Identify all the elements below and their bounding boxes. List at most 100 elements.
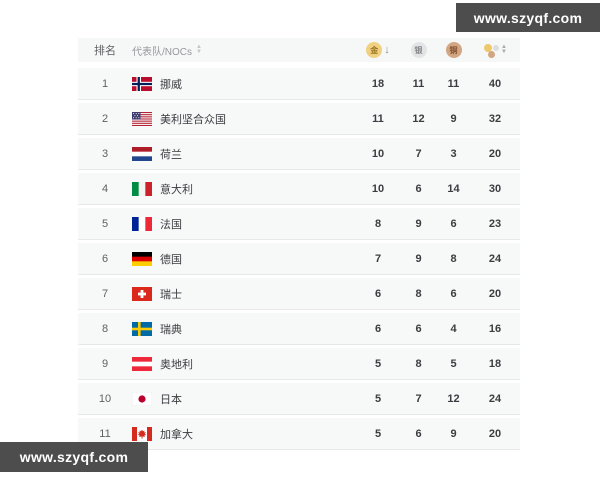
silver-count: 9 (415, 217, 422, 230)
bronze-medal-icon: 铜 (445, 42, 462, 58)
bronze-count: 4 (450, 322, 457, 335)
rank-value: 2 (101, 112, 109, 125)
table-row[interactable]: 8 瑞典 6 6 4 16 (78, 313, 520, 345)
rank-value: 11 (99, 427, 111, 440)
gold-count: 5 (374, 357, 382, 370)
bronze-count: 5 (450, 357, 457, 370)
silver-count: 12 (412, 112, 425, 125)
country-flag-icon (132, 426, 152, 441)
total-count: 20 (488, 287, 502, 300)
country-flag-icon (132, 146, 152, 161)
table-row[interactable]: 1 挪威 18 11 11 40 (78, 68, 520, 100)
total-column-header[interactable]: ▲ ▼ (470, 42, 520, 58)
bronze-count: 11 (447, 77, 460, 90)
bronze-count: 6 (450, 287, 457, 300)
total-count: 24 (488, 252, 502, 265)
country-name: 奥地利 (160, 358, 193, 371)
gold-count: 7 (374, 252, 382, 265)
silver-count: 9 (415, 252, 422, 265)
gold-count: 5 (374, 392, 382, 405)
bronze-count: 9 (450, 112, 457, 125)
total-count: 40 (488, 77, 502, 90)
silver-count: 8 (415, 287, 422, 300)
table-row[interactable]: 11 加拿大 5 6 9 20 (78, 418, 520, 450)
gold-count: 10 (371, 182, 385, 195)
team-cell: 奥地利 (132, 356, 356, 372)
table-row[interactable]: 9 奥地利 5 8 5 18 (78, 348, 520, 380)
country-name: 意大利 (160, 183, 193, 196)
rank-value: 4 (101, 182, 109, 195)
gold-count: 10 (371, 147, 385, 160)
gold-count: 6 (374, 287, 382, 300)
medal-standings-table: 排名 代表队/NOCs ▲ ▼ 金 ↓ 银 铜 ▲ ▼ 1 挪威 18 11 (78, 38, 520, 453)
team-cell: 加拿大 (132, 426, 356, 442)
watermark-top: www.szyqf.com (456, 3, 600, 32)
bronze-count: 6 (450, 217, 457, 230)
gold-count: 6 (374, 322, 382, 335)
total-count: 16 (488, 322, 502, 335)
rank-column-header: 排名 (94, 45, 116, 57)
total-sort-icon[interactable]: ▲ ▼ (501, 44, 507, 55)
rank-value: 9 (101, 357, 109, 370)
team-cell: 法国 (132, 216, 356, 232)
rank-value: 10 (98, 392, 112, 405)
country-flag-icon (132, 111, 152, 126)
country-flag-icon (132, 76, 152, 91)
total-count: 30 (488, 182, 502, 195)
country-flag-icon (132, 321, 152, 336)
team-cell: 德国 (132, 251, 356, 267)
country-name: 日本 (160, 393, 182, 406)
country-name: 挪威 (160, 78, 182, 91)
watermark-bottom: www.szyqf.com (0, 442, 148, 472)
table-row[interactable]: 2 美利坚合众国 11 12 9 32 (78, 103, 520, 135)
bronze-count: 8 (450, 252, 457, 265)
bronze-count: 12 (447, 392, 460, 405)
rank-value: 8 (101, 322, 109, 335)
rank-value: 1 (101, 77, 109, 90)
team-cell: 瑞典 (132, 321, 356, 337)
silver-count: 11 (412, 77, 425, 90)
gold-column-header[interactable]: 金 ↓ (356, 42, 400, 58)
team-cell: 美利坚合众国 (132, 111, 356, 127)
table-row[interactable]: 3 荷兰 10 7 3 20 (78, 138, 520, 170)
bronze-count: 9 (450, 427, 457, 440)
total-count: 20 (488, 427, 502, 440)
gold-count: 5 (374, 427, 382, 440)
total-count: 23 (488, 217, 502, 230)
total-count: 18 (488, 357, 502, 370)
total-count: 24 (488, 392, 502, 405)
bronze-column-header[interactable]: 铜 (437, 42, 470, 58)
total-medals-icon (483, 42, 500, 58)
team-column-header[interactable]: 代表队/NOCs ▲ ▼ (132, 43, 356, 58)
table-header-row: 排名 代表队/NOCs ▲ ▼ 金 ↓ 银 铜 ▲ ▼ (78, 38, 520, 62)
silver-column-header[interactable]: 银 (400, 42, 437, 58)
team-sort-icon[interactable]: ▲ ▼ (196, 44, 202, 55)
country-name: 德国 (160, 253, 182, 266)
table-row[interactable]: 7 瑞士 6 8 6 20 (78, 278, 520, 310)
silver-count: 7 (415, 147, 422, 160)
total-count: 20 (488, 147, 502, 160)
country-flag-icon (132, 251, 152, 266)
table-row[interactable]: 4 意大利 10 6 14 30 (78, 173, 520, 205)
gold-count: 8 (374, 217, 382, 230)
silver-count: 6 (415, 182, 422, 195)
total-count: 32 (488, 112, 502, 125)
table-row[interactable]: 5 法国 8 9 6 23 (78, 208, 520, 240)
team-cell: 日本 (132, 391, 356, 407)
country-name: 瑞典 (160, 323, 182, 336)
table-body: 1 挪威 18 11 11 40 2 美利坚合众国 11 12 9 32 3 荷… (78, 68, 520, 450)
silver-count: 6 (415, 427, 422, 440)
gold-count: 18 (371, 77, 385, 90)
rank-value: 7 (101, 287, 109, 300)
country-flag-icon (132, 391, 152, 406)
team-column-label: 代表队/NOCs (132, 46, 192, 58)
table-row[interactable]: 10 日本 5 7 12 24 (78, 383, 520, 415)
team-cell: 意大利 (132, 181, 356, 197)
gold-sort-desc-icon[interactable]: ↓ (384, 43, 390, 56)
silver-medal-icon: 银 (410, 42, 427, 58)
team-cell: 荷兰 (132, 146, 356, 162)
table-row[interactable]: 6 德国 7 9 8 24 (78, 243, 520, 275)
country-flag-icon (132, 356, 152, 371)
rank-value: 6 (101, 252, 109, 265)
gold-medal-icon: 金 (366, 42, 383, 58)
